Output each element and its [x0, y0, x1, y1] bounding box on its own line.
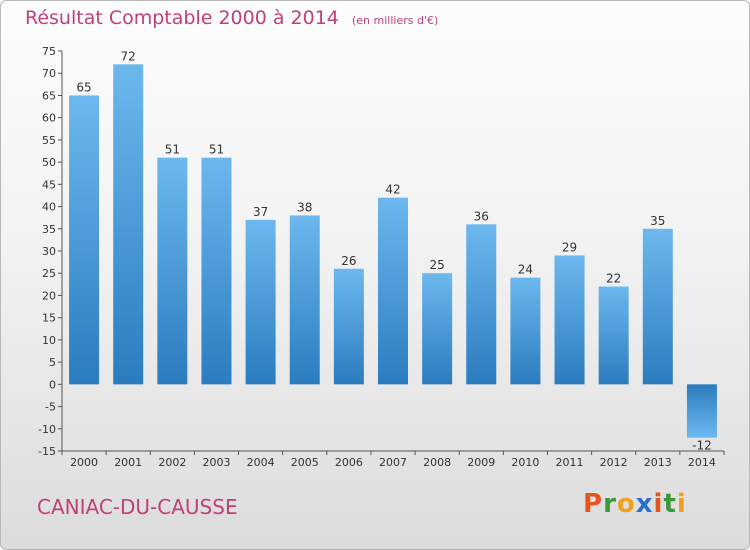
value-label-2006: 26	[341, 254, 356, 268]
value-label-2000: 65	[76, 80, 91, 94]
value-labels: 65 72 51 51 37 38 26 42 25 36 24 29 22 35 -12	[76, 49, 711, 452]
y-tick-label: 25	[42, 267, 56, 280]
y-tick-label: 35	[42, 223, 56, 236]
bar-2010	[510, 277, 541, 385]
y-tick-label: 70	[42, 67, 56, 80]
bar-2001	[113, 64, 144, 385]
y-tick-label: 55	[42, 134, 56, 147]
bar-2005	[289, 215, 320, 385]
value-label-2007: 42	[385, 183, 400, 197]
x-tick-label-2002: 2002	[158, 456, 186, 469]
bar-2012	[598, 286, 629, 385]
value-label-2008: 25	[429, 258, 444, 272]
value-label-2012: 22	[606, 272, 621, 286]
bars	[69, 64, 717, 438]
x-tick-label-2008: 2008	[423, 456, 451, 469]
y-tick-label: 40	[42, 201, 56, 214]
y-tick-label: 75	[42, 45, 56, 58]
logo-letter: r	[603, 489, 617, 519]
bar-2004	[245, 219, 276, 385]
bar-2006	[333, 268, 364, 385]
y-tick-label: -10	[38, 423, 56, 436]
y-tick-label: -15	[38, 445, 56, 458]
logo-letter: i	[653, 489, 664, 519]
x-tick-label-2001: 2001	[114, 456, 142, 469]
x-tick-label-2005: 2005	[291, 456, 319, 469]
bar-2007	[378, 197, 408, 385]
y-tick-label: 30	[42, 245, 56, 258]
logo-letter: t	[663, 489, 677, 519]
value-label-2004: 37	[253, 205, 268, 219]
proxiti-logo: Proxiti	[583, 489, 687, 519]
bar-2000	[69, 95, 100, 385]
x-tick-label-2004: 2004	[247, 456, 275, 469]
x-tick-label-2006: 2006	[335, 456, 363, 469]
logo-letter: o	[616, 489, 636, 519]
value-label-2003: 51	[209, 143, 224, 157]
y-tick-label: 0	[49, 378, 56, 391]
y-tick-label: 50	[42, 156, 56, 169]
x-tick-label-2000: 2000	[70, 456, 98, 469]
value-label-2014: -12	[692, 439, 712, 453]
bar-2009	[466, 224, 497, 385]
y-tick-label: 5	[49, 356, 56, 369]
logo-letter: i	[676, 489, 687, 519]
x-tick-label-2011: 2011	[556, 456, 584, 469]
commune-name: CANIAC-DU-CAUSSE	[37, 495, 238, 519]
y-tick-label: 60	[42, 112, 56, 125]
x-tick-label-2010: 2010	[511, 456, 539, 469]
value-label-2010: 24	[518, 263, 533, 277]
x-tick-label-2014: 2014	[688, 456, 716, 469]
bar-2003	[201, 157, 232, 385]
value-label-2001: 72	[121, 49, 136, 63]
x-tick-label-2007: 2007	[379, 456, 407, 469]
value-label-2009: 36	[474, 209, 489, 223]
y-tick-label: 45	[42, 178, 56, 191]
y-tick-label: -5	[45, 401, 56, 414]
x-tick-label-2012: 2012	[600, 456, 628, 469]
bar-2011	[554, 255, 585, 385]
x-tick-label-2013: 2013	[644, 456, 672, 469]
chart-subtitle: (en milliers d'€)	[351, 14, 439, 27]
value-label-2011: 29	[562, 240, 577, 254]
logo-letter: P	[583, 489, 604, 519]
value-label-2002: 51	[165, 143, 180, 157]
x-tick-label-2003: 2003	[202, 456, 230, 469]
title-block: Résultat Comptable 2000 à 2014 (en milli…	[25, 7, 438, 29]
logo-letter: x	[635, 489, 654, 519]
x-tick-label-2009: 2009	[467, 456, 495, 469]
value-label-2013: 35	[650, 214, 665, 228]
y-tick-label: 65	[42, 89, 56, 102]
bar-2008	[422, 273, 453, 385]
y-tick-label: 15	[42, 312, 56, 325]
value-label-2005: 38	[297, 200, 312, 214]
y-tick-label: 20	[42, 289, 56, 302]
bar-2014	[686, 384, 717, 438]
chart-title: Résultat Comptable 2000 à 2014	[25, 7, 339, 29]
axes: 757065605550454035302520151050-5-10-1520…	[38, 45, 725, 469]
bar-2002	[157, 157, 188, 385]
bar-2013	[642, 228, 673, 385]
y-tick-label: 10	[42, 334, 56, 347]
